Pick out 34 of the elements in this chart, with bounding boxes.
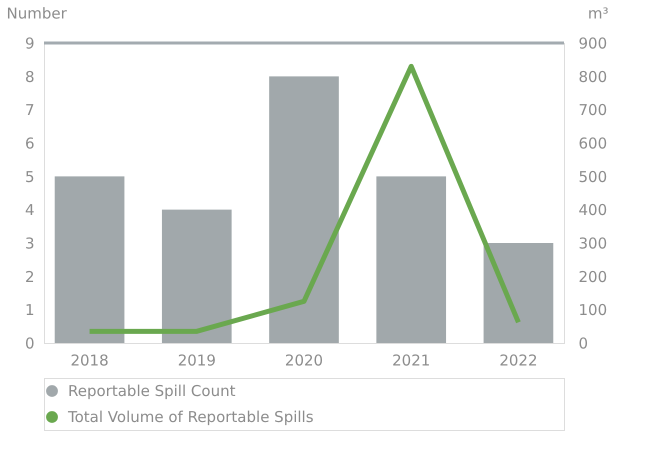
y2-tick-label: 600 <box>578 134 608 152</box>
legend-label: Reportable Spill Count <box>68 382 236 400</box>
bar <box>269 76 339 343</box>
bar <box>484 243 554 343</box>
y-tick-label: 0 <box>24 334 34 352</box>
y-tick-label: 6 <box>24 134 34 152</box>
y2-tick-label: 400 <box>578 201 608 220</box>
y2-tick-label: 500 <box>578 168 608 186</box>
y2-tick-label: 900 <box>578 34 608 52</box>
y-tick-label: 5 <box>24 168 34 186</box>
y2-tick-label: 700 <box>578 101 608 120</box>
y-tick-label: 4 <box>24 201 34 220</box>
y-tick-label: 8 <box>24 68 34 86</box>
x-tick-label: 2018 <box>70 352 109 370</box>
x-tick-label: 2021 <box>392 352 430 370</box>
bar <box>376 176 446 343</box>
y2-tick-label: 100 <box>578 301 608 320</box>
y-tick-label: 1 <box>24 301 34 320</box>
y-tick-label: 3 <box>24 234 34 252</box>
y2-tick-label: 800 <box>578 68 608 86</box>
bar <box>54 176 124 343</box>
y2-tick-label: 200 <box>578 268 608 286</box>
y-tick-label: 7 <box>24 101 34 120</box>
x-tick-label: 2020 <box>284 352 324 370</box>
bar <box>162 210 232 343</box>
y-tick-label: 9 <box>24 34 34 52</box>
x-tick-label: 2019 <box>178 352 216 370</box>
x-tick-label: 2022 <box>499 352 538 370</box>
y-axis-title: Number <box>6 4 68 22</box>
y2-tick-label: 300 <box>578 234 608 252</box>
y-tick-label: 2 <box>24 268 34 286</box>
legend-label: Total Volume of Reportable Spills <box>67 408 314 426</box>
y2-tick-label: 0 <box>578 334 588 352</box>
y2-axis-title: m³ <box>588 4 608 22</box>
